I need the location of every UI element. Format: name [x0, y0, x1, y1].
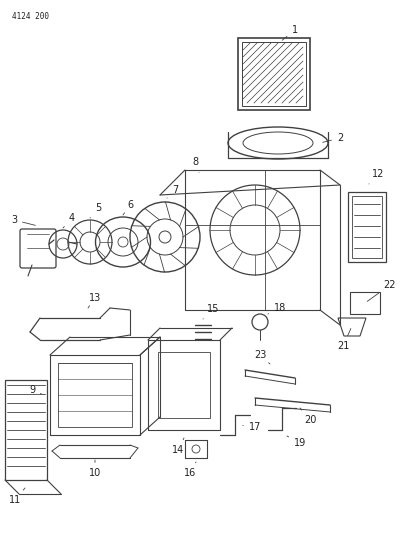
Text: 10: 10 — [89, 460, 101, 478]
Text: 19: 19 — [287, 436, 306, 448]
Text: 16: 16 — [184, 462, 196, 478]
Text: 2: 2 — [323, 133, 343, 143]
Text: 14: 14 — [172, 438, 184, 455]
Text: 23: 23 — [254, 350, 270, 364]
Bar — [238, 38, 310, 110]
Text: 12: 12 — [369, 169, 384, 184]
Text: 20: 20 — [300, 408, 316, 425]
Bar — [5, 380, 47, 480]
Text: 7: 7 — [167, 185, 178, 198]
Text: 15: 15 — [203, 304, 219, 319]
Bar — [242, 42, 306, 106]
Text: 21: 21 — [337, 328, 351, 351]
Text: 6: 6 — [123, 200, 133, 215]
Text: 9: 9 — [29, 385, 42, 395]
Bar — [350, 292, 380, 314]
Text: 11: 11 — [9, 488, 25, 505]
Text: 3: 3 — [11, 215, 35, 225]
Bar — [58, 363, 132, 427]
Text: 22: 22 — [367, 280, 396, 301]
Text: 5: 5 — [90, 203, 101, 218]
Bar — [348, 192, 386, 262]
Text: 4124 200: 4124 200 — [12, 12, 49, 21]
Text: 18: 18 — [268, 303, 286, 314]
Text: 8: 8 — [192, 157, 199, 172]
Bar — [352, 196, 382, 258]
Text: 4: 4 — [63, 213, 75, 228]
Text: 13: 13 — [88, 293, 101, 308]
Text: 17: 17 — [243, 422, 261, 432]
Text: 1: 1 — [282, 25, 298, 41]
Bar — [158, 352, 210, 418]
